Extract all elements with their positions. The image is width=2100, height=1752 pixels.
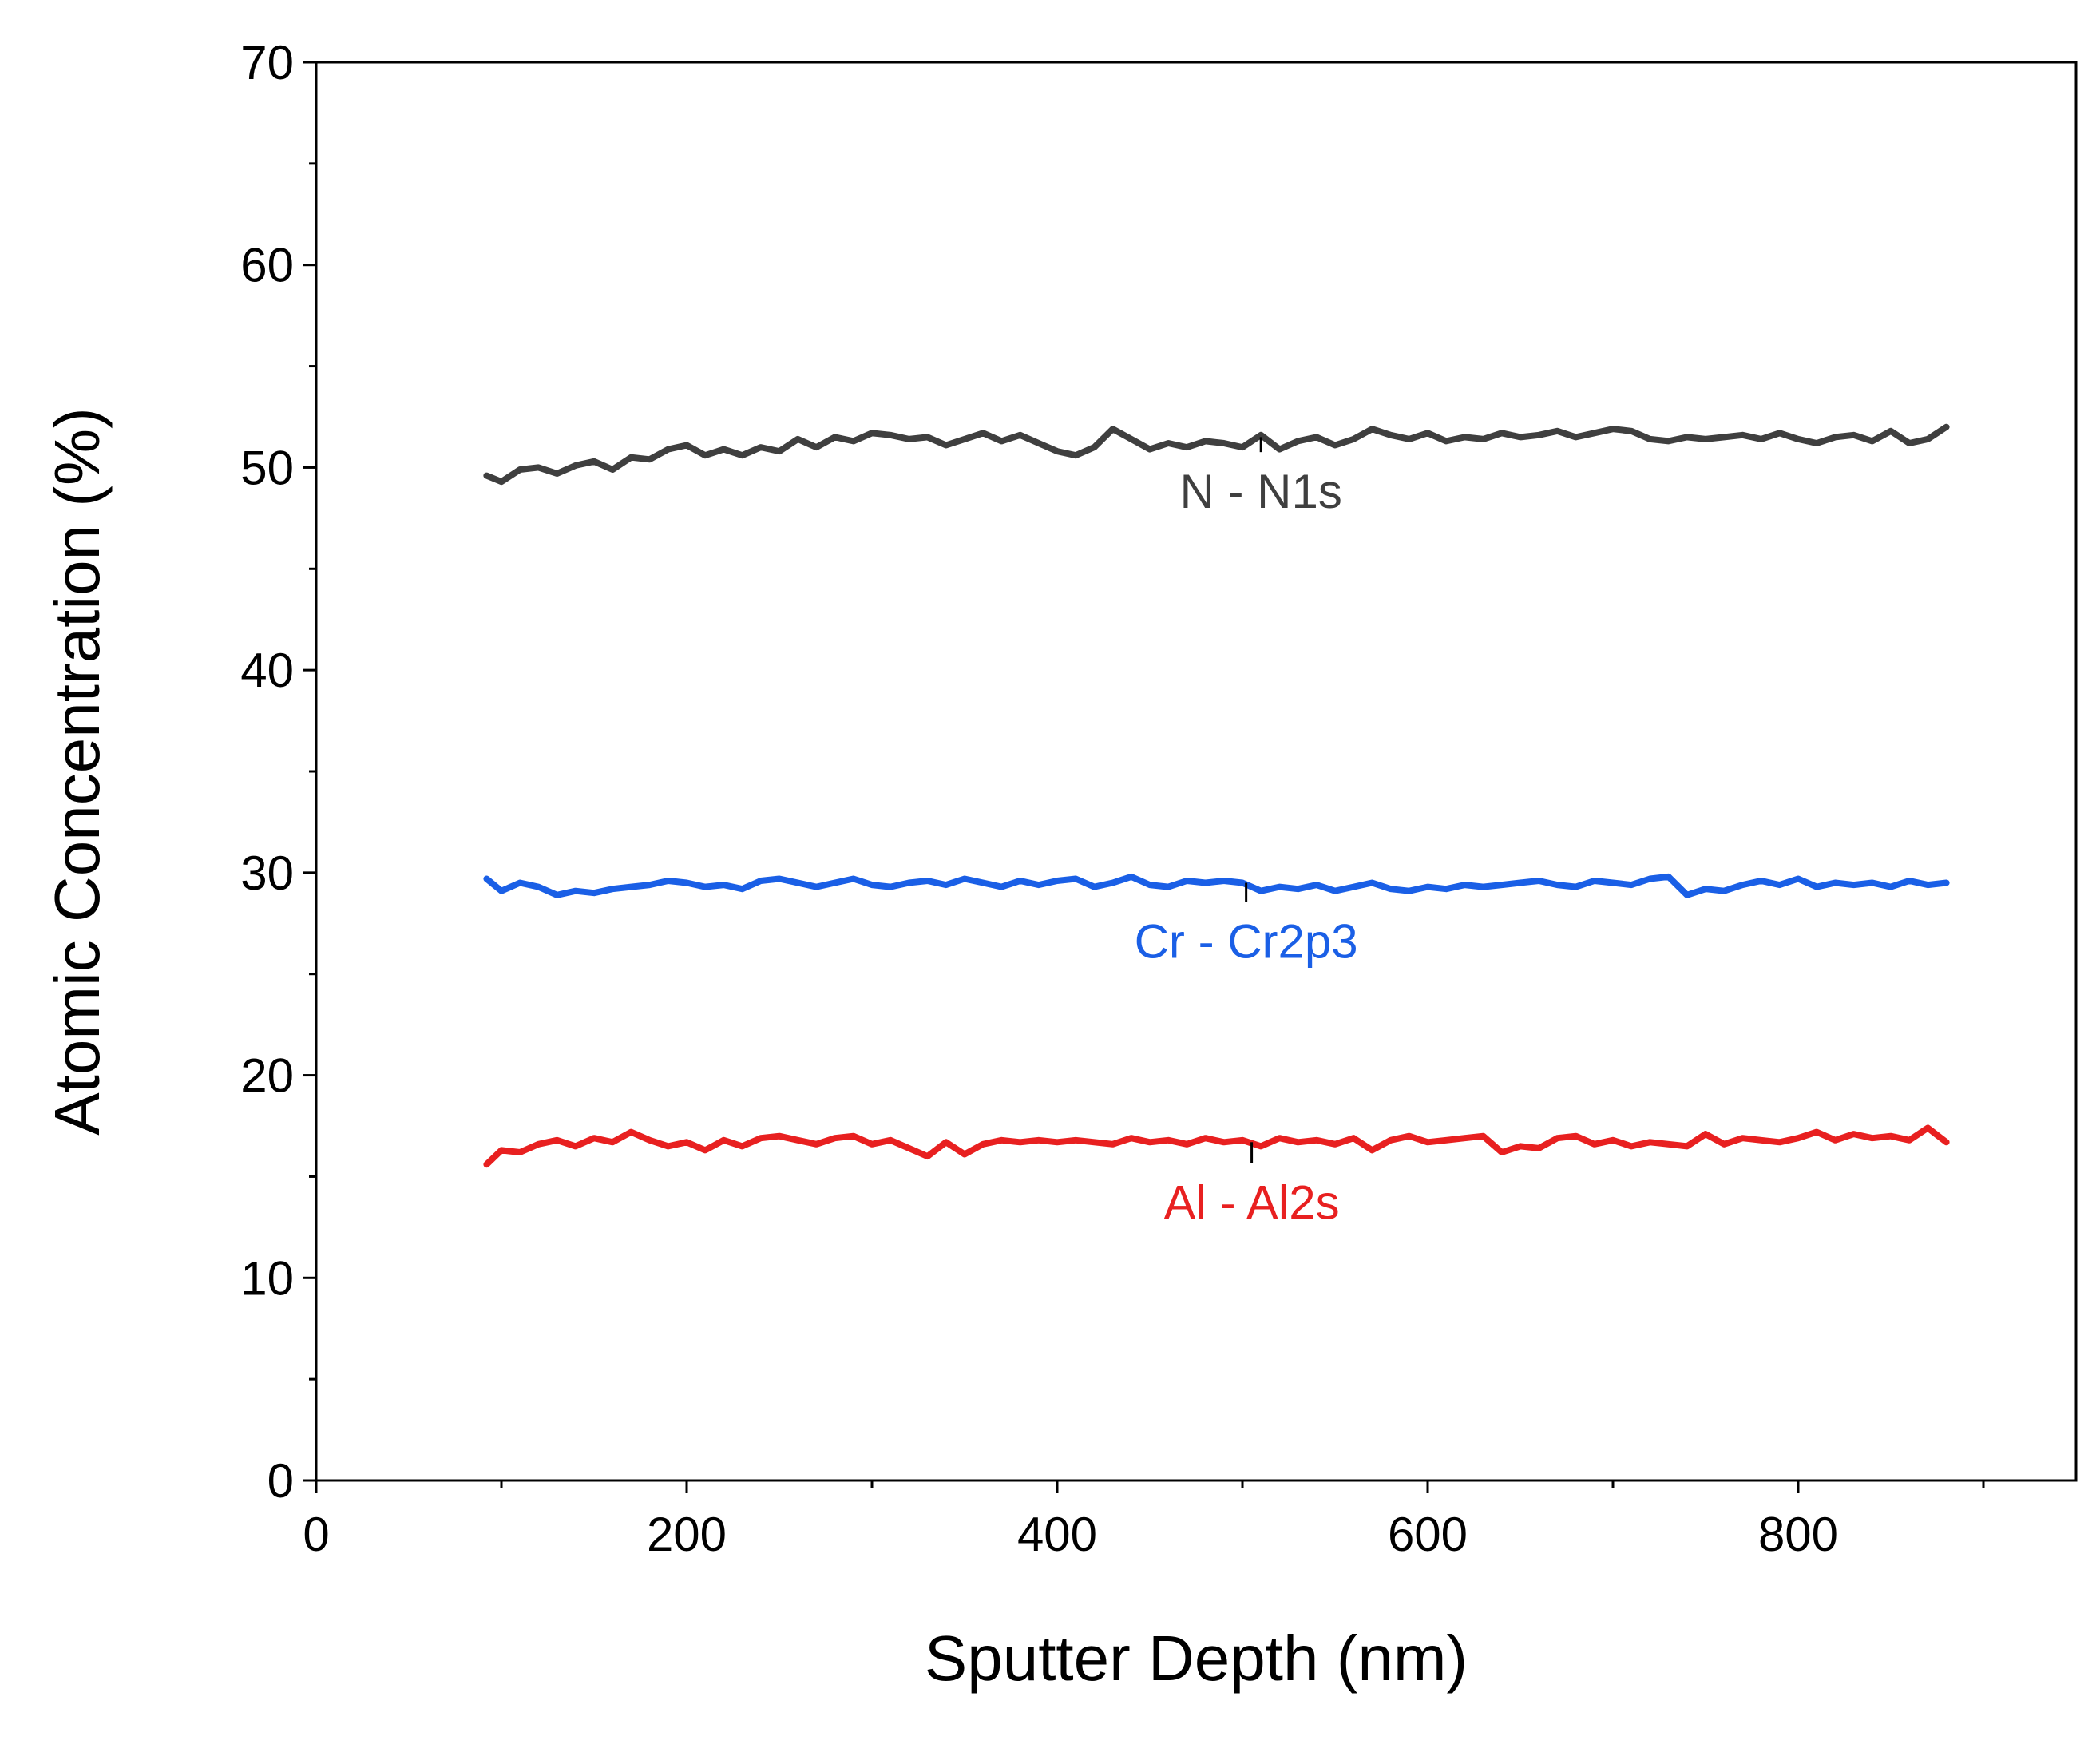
y-tick-label: 10 (240, 1251, 294, 1305)
series-label-al-al2s: Al - Al2s (1164, 1176, 1340, 1230)
y-tick-label: 60 (240, 239, 294, 292)
x-axis-title: Sputter Depth (nm) (925, 1623, 1468, 1694)
x-tick-label: 800 (1758, 1508, 1838, 1561)
x-tick-label: 200 (647, 1508, 727, 1561)
y-tick-label: 20 (240, 1049, 294, 1103)
series-line-cr-cr2p3 (483, 873, 1950, 898)
y-axis-ticks: 0 10 20 30 40 50 60 70 (240, 36, 316, 1508)
series-label-cr-cr2p3: Cr - Cr2p3 (1135, 914, 1358, 968)
y-axis-title: Atomic Concentration (%) (42, 407, 113, 1135)
y-tick-label: 40 (240, 644, 294, 697)
x-tick-label: 0 (303, 1508, 329, 1561)
x-tick-label: 400 (1017, 1508, 1097, 1561)
series-line-n-n1s (483, 423, 1950, 486)
x-tick-label: 600 (1388, 1508, 1468, 1561)
y-tick-label: 70 (240, 36, 294, 89)
y-tick-label: 50 (240, 441, 294, 494)
x-axis-ticks: 0 200 400 600 800 (303, 1480, 1985, 1561)
series-line-al-al2s (483, 1124, 1950, 1168)
series-label-n-n1s: N - N1s (1180, 465, 1342, 518)
y-tick-label: 30 (240, 846, 294, 900)
y-tick-label: 0 (267, 1454, 294, 1508)
